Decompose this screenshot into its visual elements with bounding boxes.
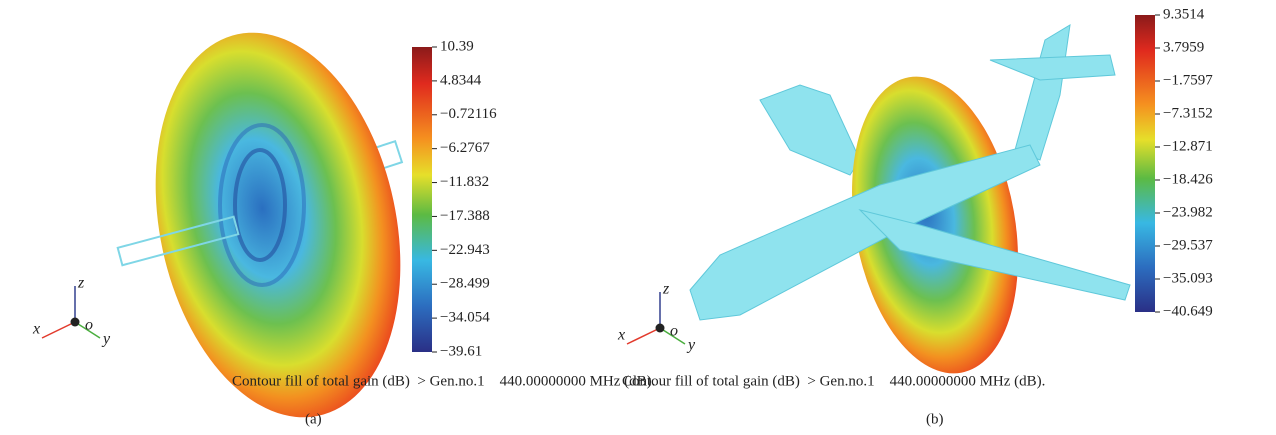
radiation-pattern-a [118,10,434,435]
colorbar [412,47,432,352]
colorbar-tick-label: −39.61 [440,343,482,359]
page: 10.39 4.8344 −0.72116 −6.2767 −11.832 −17.388… [0,0,1276,435]
caption: Contour fill of total gain (dB) > Gen.no… [622,373,1045,389]
colorbar-tick-label: 10.39 [440,38,474,54]
axis-label: y [101,331,111,348]
figure: 10.39 4.8344 −0.72116 −6.2767 −11.832 −17.388… [0,0,1276,435]
colorbar-tick-label: −29.537 [1163,237,1213,253]
axis-label: z [77,275,85,292]
colorbar-tick-label: −22.943 [440,242,490,258]
colorbar-tick-label: −40.649 [1163,303,1213,319]
colorbar-tick-label: −28.499 [440,276,490,292]
colorbar-tick-label: −23.982 [1163,204,1213,220]
colorbar-tick-label: −35.093 [1163,270,1213,286]
axis-label: o [670,323,678,340]
axis-label: o [85,317,93,334]
axis-label: z [662,281,670,298]
colorbar [1135,15,1155,312]
colorbar-tick-label: −0.72116 [440,106,497,122]
colorbar-tick-label: 3.7959 [1163,39,1204,55]
colorbar-tick-label: −1.7597 [1163,72,1213,88]
colorbar-tick-label: −6.2767 [440,140,490,156]
colorbar-tick-label: −12.871 [1163,138,1213,154]
colorbar-tick-label: −17.388 [440,208,490,224]
aircraft-pattern-b [690,25,1130,387]
axis-label: y [686,337,696,354]
panel-label: (b) [926,411,944,427]
colorbar-tick-label: −34.054 [440,310,490,326]
panel-label: (a) [305,411,322,427]
colorbar-tick-label: −11.832 [440,174,489,190]
axis-label: x [32,321,40,338]
caption: Contour fill of total gain (dB) > Gen.no… [232,373,655,389]
colorbar-tick-label: 9.3514 [1163,6,1205,22]
colorbar-tick-label: 4.8344 [440,72,482,88]
colorbar-tick-label: −18.426 [1163,171,1213,187]
axis-label: x [617,327,625,344]
colorbar-tick-label: −7.3152 [1163,105,1213,121]
